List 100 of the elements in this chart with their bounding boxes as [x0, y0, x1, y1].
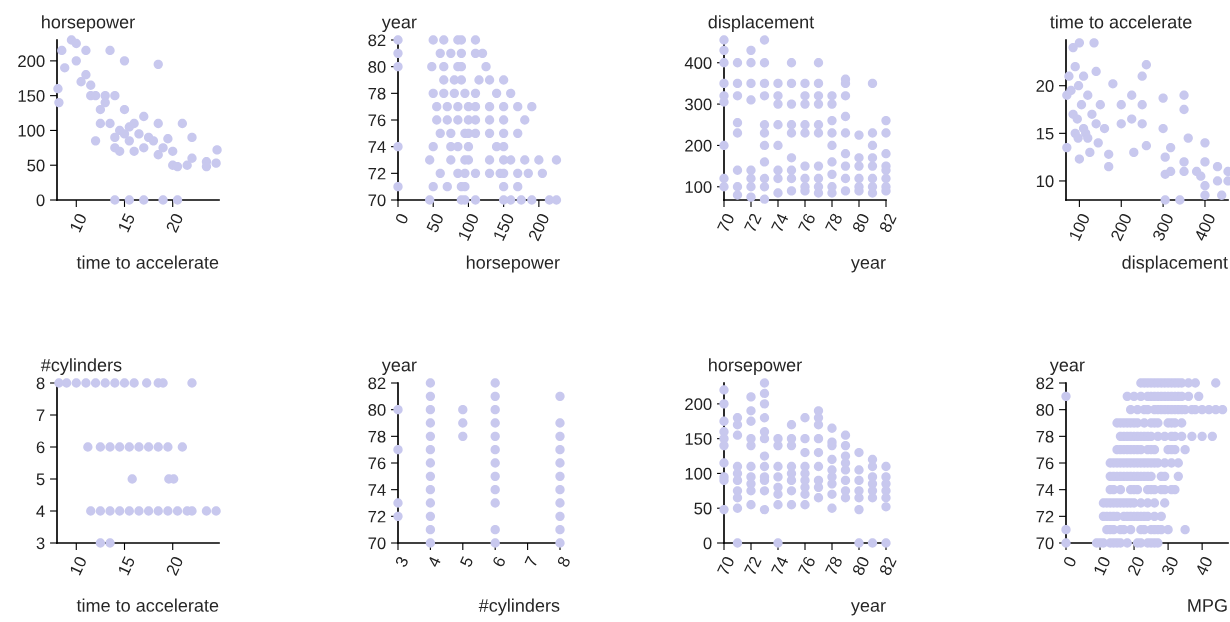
point: [212, 145, 222, 155]
point: [153, 118, 163, 129]
x-tick-label: 30: [1160, 555, 1179, 577]
x-axis-title: #cylinders: [478, 598, 560, 616]
point: [393, 445, 403, 455]
y-tick-label: 8: [36, 377, 45, 390]
x-tick-label: 70: [716, 212, 735, 233]
point: [119, 129, 130, 139]
point: [139, 195, 149, 205]
y-tick-label: 82: [368, 377, 386, 390]
point: [81, 45, 91, 56]
point: [105, 442, 115, 452]
point: [490, 538, 500, 548]
x-axis-title: year: [850, 601, 886, 616]
point: [555, 525, 565, 535]
point: [187, 153, 197, 163]
y-tick-label: 80: [368, 61, 386, 73]
point: [158, 195, 168, 205]
point: [134, 129, 144, 139]
y-axis-title: displacement: [708, 15, 815, 32]
point: [187, 378, 197, 388]
point: [83, 442, 93, 452]
x-tick-label: 80: [851, 555, 870, 577]
point: [115, 146, 125, 156]
point: [393, 498, 403, 508]
y-tick-label: 72: [368, 167, 386, 180]
point: [129, 378, 139, 388]
x-tick-label: 300: [1152, 212, 1174, 242]
point: [129, 118, 139, 129]
x-tick-label: 74: [771, 555, 789, 576]
point: [172, 195, 183, 205]
point: [81, 70, 91, 80]
point: [124, 136, 134, 146]
y-tick-label: 100: [18, 124, 45, 137]
y-tick-label: 300: [685, 98, 712, 111]
point: [100, 378, 110, 388]
x-tick-label: 4: [427, 555, 442, 568]
point: [555, 498, 565, 508]
x-tick-label: 40: [1194, 555, 1213, 577]
x-tick-label: 70: [716, 555, 735, 576]
point: [95, 442, 106, 452]
point: [163, 506, 173, 516]
point: [490, 445, 500, 455]
x-tick-label: 100: [1068, 212, 1091, 242]
y-tick-label: 100: [685, 181, 712, 193]
point: [60, 63, 70, 73]
point: [425, 511, 436, 521]
point: [490, 418, 500, 428]
y-tick-label: 72: [368, 510, 386, 523]
point: [555, 418, 565, 428]
y-tick-label: 82: [1036, 377, 1054, 390]
point: [490, 525, 500, 535]
point: [425, 445, 436, 455]
y-tick-label: 200: [685, 398, 712, 411]
point: [124, 442, 134, 452]
point: [105, 45, 115, 56]
y-tick-label: 100: [685, 467, 712, 480]
y-tick-label: 74: [1036, 484, 1054, 496]
point: [71, 378, 81, 388]
point: [211, 158, 221, 168]
point: [110, 195, 120, 205]
x-tick-label: 3: [394, 555, 409, 568]
point: [555, 431, 565, 441]
point: [110, 132, 120, 143]
point: [458, 431, 468, 441]
y-tick-label: 70: [368, 537, 386, 550]
point: [105, 506, 115, 516]
y-tick-label: 76: [368, 457, 386, 470]
point: [143, 442, 154, 452]
x-tick-label: 74: [771, 212, 789, 233]
x-tick-label: 78: [824, 555, 843, 576]
point: [555, 458, 565, 468]
x-tick-label: 0: [1062, 555, 1077, 568]
point: [110, 90, 120, 101]
point: [490, 431, 500, 441]
point: [555, 391, 565, 401]
point: [134, 442, 144, 452]
point: [86, 506, 96, 516]
point: [425, 498, 436, 508]
point: [115, 506, 125, 516]
x-axis-title: MPG: [1188, 599, 1227, 612]
point: [148, 136, 159, 146]
point: [490, 405, 500, 415]
x-tick-label: 20: [165, 555, 184, 577]
y-tick-label: 76: [368, 114, 386, 127]
x-tick-label: 200: [527, 212, 550, 242]
x-tick-label: 50: [426, 212, 445, 234]
x-tick-label: 150: [492, 212, 515, 242]
y-tick-label: 0: [703, 537, 712, 550]
x-tick-label: 100: [457, 212, 480, 242]
y-axis-title: horsepower: [42, 15, 135, 32]
point: [182, 160, 192, 170]
point: [425, 391, 436, 401]
point: [490, 458, 500, 468]
x-tick-label: 80: [851, 212, 870, 234]
y-axis-title: year: [381, 18, 417, 32]
point: [119, 378, 130, 388]
point: [163, 134, 173, 144]
point: [153, 59, 163, 70]
point: [158, 143, 168, 153]
